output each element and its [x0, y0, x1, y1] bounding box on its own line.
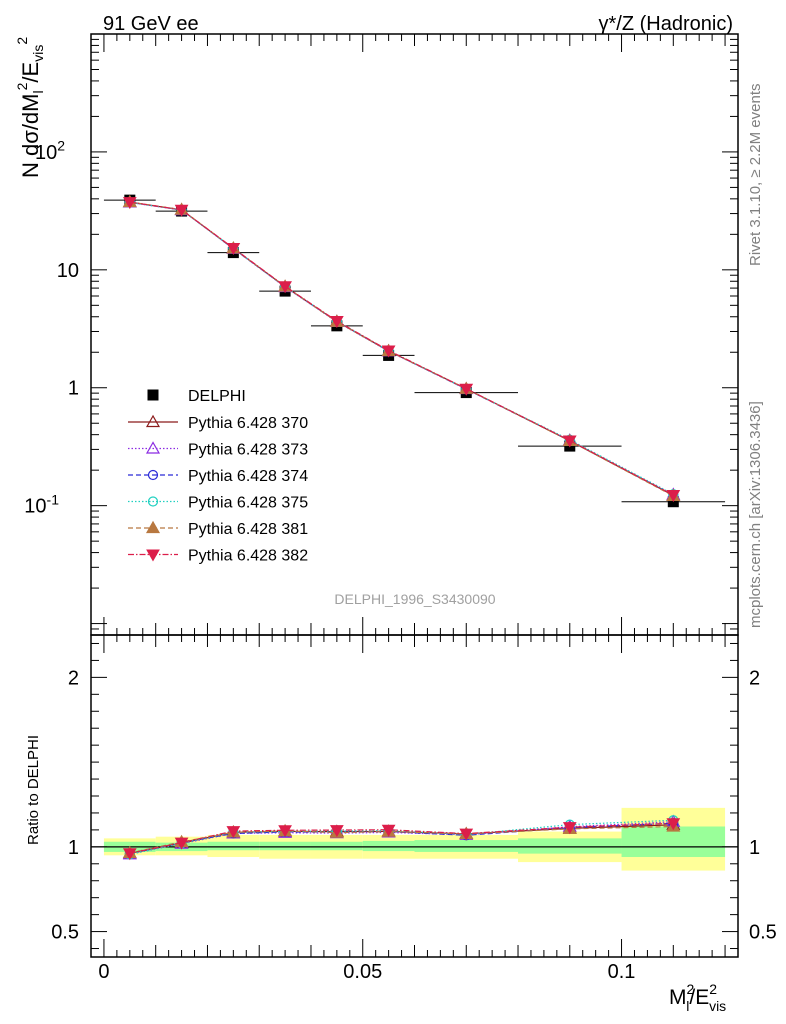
ratio-ytick-label-right-0: 0.5 [749, 922, 777, 944]
ratio-series-5-point-5 [381, 824, 396, 837]
main-ytick-label-2: 10 [57, 260, 79, 282]
legend-label-2: Pythia 6.428 374 [188, 468, 308, 485]
legend-label-delphi: DELPHI [188, 388, 246, 405]
main-series-5-point-4 [329, 316, 344, 329]
ratio-ytick-label-left-2: 2 [68, 667, 79, 689]
main-ytick-label-0: 10-1 [24, 491, 59, 517]
main-series-5-point-3 [278, 281, 292, 294]
ratio-y-axis-label: Ratio to DELPHI [25, 735, 42, 845]
ratio-ytick-label-left-0: 0.5 [51, 922, 79, 944]
legend-marker-1 [145, 441, 161, 454]
axis-tick-labels: 10-1 1 10 102 0.5 0.5 1 1 2 2 0 0.05 0.1 [24, 138, 777, 983]
legend-label-3: Pythia 6.428 375 [188, 495, 308, 512]
legend-label-0: Pythia 6.428 370 [188, 415, 308, 432]
ratio-series-5-point-6 [459, 828, 474, 841]
ratio-uncertainty-bands [91, 807, 738, 871]
ratio-series-5-point-8 [666, 818, 681, 831]
x-axis-label: M2 l/E2 vis [669, 981, 726, 1014]
ratio-series-5-point-7 [562, 822, 577, 835]
ratio-series-5-point-2 [226, 826, 241, 839]
legend-marker-4 [145, 520, 161, 534]
x-label-text: M2 l/E2 vis [669, 981, 726, 1014]
main-series-5-point-6 [459, 383, 474, 396]
ratio-series-line-3 [129, 819, 674, 855]
main-ytick-label-1: 1 [68, 378, 79, 400]
ratio-band-inner-6 [414, 840, 519, 852]
main-series-5-point-5 [381, 345, 396, 358]
mcplots-label: mcplots.cern.ch [arXiv:1306.3436] [747, 401, 764, 628]
ratio-ytick-label-right-2: 2 [749, 667, 760, 689]
ratio-ytick-label-right-1: 1 [749, 837, 760, 859]
ratio-series-5-point-1 [174, 837, 189, 850]
ratio-series-layer [122, 814, 681, 861]
main-ytick-label-3: 102 [35, 138, 65, 164]
legend: DELPHI Pythia 6.428 370 Pythia 6.428 373 Py… [128, 388, 308, 565]
legend-label-5: Pythia 6.428 382 [188, 548, 308, 565]
legend-marker-delphi [147, 389, 159, 401]
xtick-label-1: 0.05 [343, 961, 382, 983]
legend-label-1: Pythia 6.428 373 [188, 442, 308, 459]
main-series-5-point-7 [562, 435, 577, 448]
main-series-5-point-8 [666, 490, 681, 503]
main-series-layer [103, 194, 726, 508]
main-y-axis-label: N dσ/dMl2/Evis2 [14, 37, 46, 178]
ratio-series-line-1 [129, 821, 674, 855]
ratio-band-inner-5 [362, 840, 415, 852]
legend-marker-3 [147, 496, 159, 507]
ratio-band-inner-2 [207, 841, 260, 851]
legend-label-4: Pythia 6.428 381 [188, 521, 308, 538]
legend-marker-2 [147, 469, 159, 481]
main-series-5-point-2 [226, 243, 241, 256]
analysis-watermark: DELPHI_1996_S3430090 [334, 591, 495, 607]
ratio-band-inner-3 [259, 841, 311, 851]
legend-marker-0 [145, 414, 161, 428]
energy-label: 91 GeV ee [103, 13, 199, 35]
main-series-5-point-1 [174, 204, 189, 217]
ratio-ytick-label-left-1: 1 [68, 837, 79, 859]
ratio-series-5-point-0 [122, 848, 137, 861]
ratio-band-inner-4 [310, 841, 363, 851]
rivet-label: Rivet 3.1.10, ≥ 2.2M events [747, 84, 764, 267]
main-y-label-text: N dσ/dMl2/Evis2 [14, 37, 46, 178]
ratio-series-5-point-4 [329, 825, 344, 838]
main-plot-frame [90, 33, 739, 636]
ratio-series-5-point-3 [278, 825, 292, 838]
main-series-5-point-0 [122, 197, 137, 210]
ratio-band-inner-7 [518, 838, 622, 854]
xtick-label-2: 0.1 [608, 961, 636, 983]
axis-ticks [90, 34, 739, 957]
ratio-plot-frame [90, 634, 739, 958]
process-label: γ*/Z (Hadronic) [599, 13, 733, 35]
legend-marker-5 [146, 549, 160, 562]
xtick-label-0: 0 [98, 961, 109, 983]
